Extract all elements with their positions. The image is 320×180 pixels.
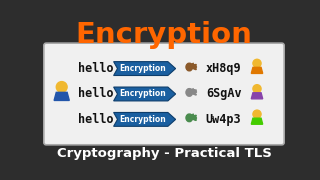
Text: Encryption: Encryption bbox=[119, 64, 166, 73]
Circle shape bbox=[253, 59, 261, 67]
Polygon shape bbox=[114, 87, 176, 101]
Text: xH8q9: xH8q9 bbox=[206, 62, 242, 75]
Text: hello: hello bbox=[78, 87, 114, 100]
Circle shape bbox=[253, 110, 261, 118]
Circle shape bbox=[253, 85, 261, 93]
Polygon shape bbox=[114, 112, 176, 126]
Text: Encryption: Encryption bbox=[119, 115, 166, 124]
FancyBboxPatch shape bbox=[44, 43, 284, 145]
Polygon shape bbox=[114, 62, 176, 75]
Polygon shape bbox=[251, 93, 263, 99]
Text: Uw4p3: Uw4p3 bbox=[206, 113, 242, 126]
Text: Cryptography - Practical TLS: Cryptography - Practical TLS bbox=[57, 147, 271, 160]
Text: Encryption: Encryption bbox=[76, 21, 252, 49]
Circle shape bbox=[56, 82, 67, 92]
Polygon shape bbox=[54, 92, 69, 100]
Text: hello: hello bbox=[78, 62, 114, 75]
Polygon shape bbox=[251, 118, 263, 124]
Text: 6SgAv: 6SgAv bbox=[206, 87, 242, 100]
Text: hello: hello bbox=[78, 113, 114, 126]
Text: Encryption: Encryption bbox=[119, 89, 166, 98]
Polygon shape bbox=[251, 67, 263, 73]
